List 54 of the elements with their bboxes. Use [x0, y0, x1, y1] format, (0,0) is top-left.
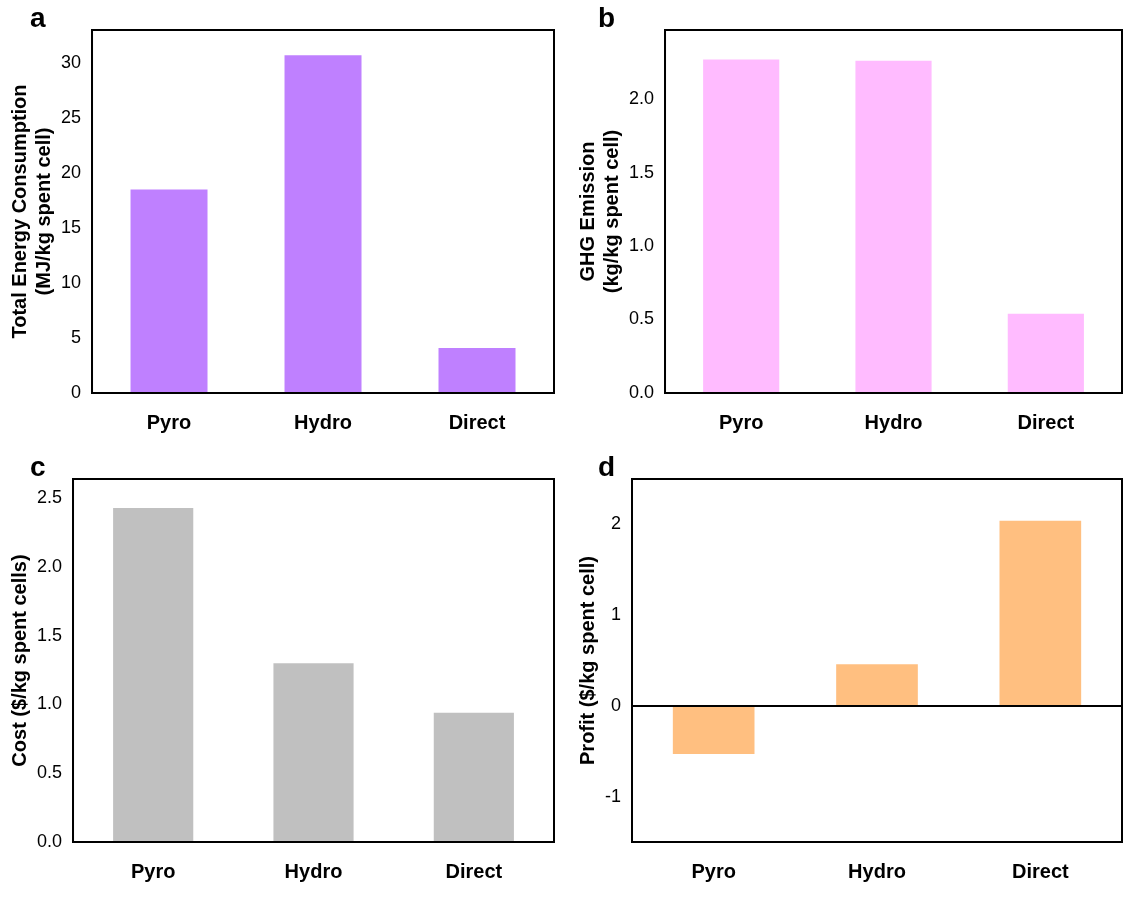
y-tick-label: 20 [60, 161, 82, 182]
x-tick-label: Direct [1011, 859, 1070, 882]
x-tick-label: Direct [1017, 410, 1075, 433]
y-tick-label: 0 [610, 694, 621, 715]
y-tick-label: 15 [60, 216, 82, 237]
y-tick-label: 0.0 [628, 381, 655, 402]
bar [855, 60, 932, 393]
y-tick-label: 0.5 [36, 762, 63, 783]
y-tick-label: 1.5 [628, 161, 655, 182]
x-tick-label: Pyro [718, 410, 764, 433]
x-tick-label: Direct [448, 410, 506, 433]
bar [113, 507, 194, 842]
y-axis-title: Total Energy Consumption (MJ/kg spent cell) [7, 84, 54, 339]
chart-title: c [30, 451, 46, 483]
y-axis-title: Profit ($/kg spent cell) [575, 556, 598, 765]
y-tick-label: 1.0 [628, 235, 655, 256]
bar [273, 663, 354, 842]
y-tick-label: 5 [71, 326, 82, 347]
x-tick-label: Hydro [864, 410, 923, 433]
y-tick-label: 10 [60, 271, 82, 292]
y-axis-title: Cost ($/kg spent cells) [7, 554, 30, 767]
bar [438, 347, 516, 393]
x-tick-label: Hydro [284, 859, 343, 882]
x-tick-label: Pyro [130, 859, 176, 882]
y-tick-label: 1.0 [36, 693, 63, 714]
y-tick-label: 25 [60, 106, 82, 127]
x-tick-label: Hydro [294, 410, 352, 433]
x-tick-label: Direct [445, 859, 503, 882]
chart-title: d [598, 451, 616, 483]
bar [703, 59, 780, 393]
bar [433, 712, 514, 842]
y-tick-label: 2.0 [628, 88, 655, 109]
x-tick-label: Pyro [146, 410, 192, 433]
y-tick-label: 2 [610, 513, 621, 534]
bar [284, 55, 362, 393]
y-tick-label: 0.0 [36, 830, 63, 851]
y-tick-label: 0 [71, 381, 82, 402]
y-tick-label: 1.5 [36, 624, 63, 645]
x-tick-label: Hydro [848, 859, 906, 882]
y-tick-label: 30 [60, 51, 82, 72]
bar [999, 520, 1082, 706]
bar [836, 664, 918, 706]
y-tick-label: -1 [604, 785, 621, 806]
bar [1007, 313, 1084, 393]
y-tick-label: 2.0 [36, 555, 63, 576]
chart-title: a [30, 2, 46, 34]
chart-title: b [598, 2, 616, 34]
x-tick-label: Pyro [691, 859, 736, 882]
y-tick-label: 1 [610, 604, 621, 625]
y-axis-title: GHG Emission (kg/kg spent cell) [575, 129, 622, 294]
bar [672, 705, 755, 754]
bar [130, 189, 208, 393]
y-tick-label: 2.5 [36, 487, 63, 508]
y-tick-label: 0.5 [628, 308, 655, 329]
